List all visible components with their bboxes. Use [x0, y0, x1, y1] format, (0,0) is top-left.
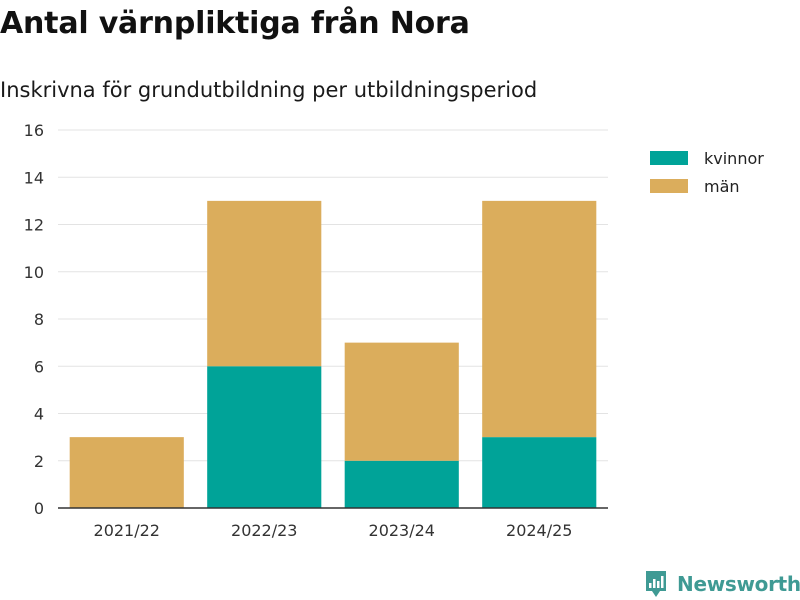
newsworthy-icon: [646, 571, 666, 597]
legend-swatch-män: [650, 179, 688, 193]
chart-subtitle: Inskrivna för grundutbildning per utbild…: [0, 78, 538, 102]
legend-label-kvinnor: kvinnor: [704, 149, 764, 168]
x-tick-label: 2021/22: [94, 521, 160, 540]
x-tick-label: 2023/24: [369, 521, 435, 540]
bar-män-2021-22: [69, 437, 184, 508]
y-tick-label: 0: [34, 499, 44, 518]
axes: 0 2 4 6 8 10 12 14 16 2021/22 2022/23 2023/24 2024/2…: [24, 121, 608, 540]
y-tick-label: 12: [24, 216, 44, 235]
y-tick-label: 16: [24, 121, 44, 140]
x-tick-label: 2022/23: [231, 521, 297, 540]
y-tick-label: 14: [24, 168, 44, 187]
bar-män-2022-23: [207, 200, 322, 367]
y-tick-label: 2: [34, 452, 44, 471]
y-tick-label: 8: [34, 310, 44, 329]
newsworthy-logo: Newsworthy: [644, 569, 800, 599]
bar-kvinnor-2022-23: [207, 366, 322, 508]
legend: kvinnor män: [650, 149, 764, 196]
bar-män-2023-24: [344, 342, 459, 461]
y-tick-label: 4: [34, 405, 44, 424]
x-tick-label: 2024/25: [506, 521, 572, 540]
chart-title: Antal värnpliktiga från Nora: [0, 6, 470, 41]
bar-kvinnor-2024-25: [482, 437, 597, 508]
brand-name: Newsworthy: [677, 572, 800, 596]
bar-män-2024-25: [482, 200, 597, 438]
bar-kvinnor-2023-24: [344, 460, 459, 508]
bars: [69, 200, 597, 508]
y-tick-label: 6: [34, 357, 44, 376]
legend-label-män: män: [704, 177, 740, 196]
legend-swatch-kvinnor: [650, 151, 688, 165]
y-tick-label: 10: [24, 263, 44, 282]
